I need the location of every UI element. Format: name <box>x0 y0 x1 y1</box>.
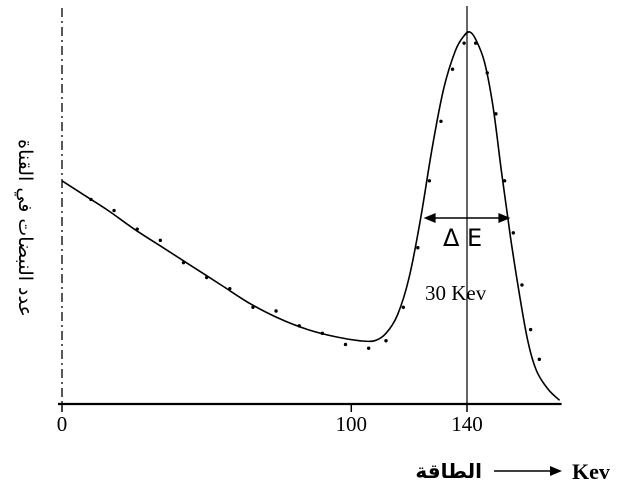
x-ticks: 0 100 140 <box>57 404 483 436</box>
fwhm-annotation: Δ E 30 Kev <box>423 213 511 305</box>
axes <box>58 6 562 406</box>
x-tick-label: 140 <box>451 412 483 436</box>
data-point <box>537 357 542 362</box>
data-point <box>384 339 388 343</box>
data-point <box>520 283 524 287</box>
data-point <box>158 238 163 243</box>
data-point <box>511 231 515 235</box>
x-axis-label-text: الطاقة <box>415 459 482 483</box>
x-tick-label: 0 <box>57 412 68 436</box>
data-point <box>416 246 420 250</box>
fwhm-label-value: 30 Kev <box>425 281 487 305</box>
data-point <box>343 342 348 347</box>
data-point <box>112 208 116 213</box>
spectrum-curve <box>61 31 561 401</box>
fwhm-label-symbol: Δ E <box>443 224 482 252</box>
data-point <box>401 305 406 309</box>
data-point <box>450 67 455 71</box>
measured-points <box>89 41 542 362</box>
fwhm-arrow-head-right <box>498 213 511 223</box>
data-point <box>494 112 498 116</box>
data-point <box>274 309 278 313</box>
data-point <box>439 119 443 123</box>
data-point <box>528 327 533 332</box>
x-axis-label-arrowhead <box>550 466 562 476</box>
data-point <box>427 179 432 183</box>
x-tick-label: 100 <box>336 412 368 436</box>
x-axis-label: الطاقة Kev <box>415 459 609 484</box>
x-axis-unit: Kev <box>572 459 610 484</box>
y-axis-label: عدد النبضات في القناة <box>14 139 36 317</box>
fwhm-arrow-head-left <box>423 213 436 223</box>
data-point <box>366 346 371 350</box>
data-point <box>502 179 507 183</box>
data-point <box>462 41 466 45</box>
